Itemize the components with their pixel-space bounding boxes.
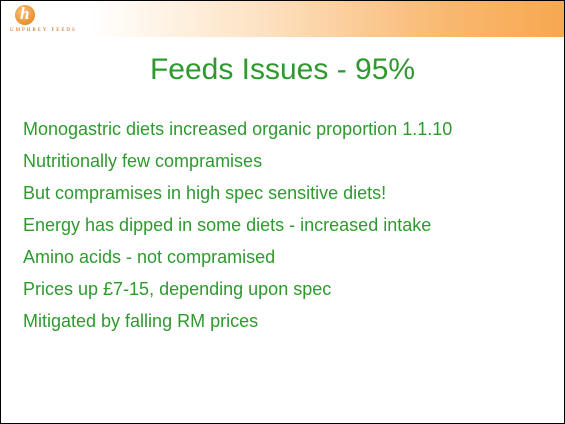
logo: [15, 5, 35, 25]
bullet: Prices up £7-15, depending upon spec: [23, 279, 332, 299]
bullet: But compramises in high spec sensitive d…: [23, 183, 387, 203]
bullet: Monogastric diets increased organic prop…: [23, 119, 453, 139]
bullet-list: Monogastric diets increased organic prop…: [23, 117, 452, 341]
bullet: Amino acids - not compramised: [23, 247, 276, 267]
bullet: Energy has dipped in some diets - increa…: [23, 215, 432, 235]
bullet: Nutritionally few compramises: [23, 151, 263, 171]
slide-title: Feeds Issues - 95%: [149, 53, 416, 86]
logo-text: UMPHREY FEEDS: [10, 28, 77, 33]
header-bar: [91, 1, 564, 37]
logo-letter: h: [20, 4, 30, 23]
bullet: Mitigated by falling RM prices: [23, 311, 259, 331]
